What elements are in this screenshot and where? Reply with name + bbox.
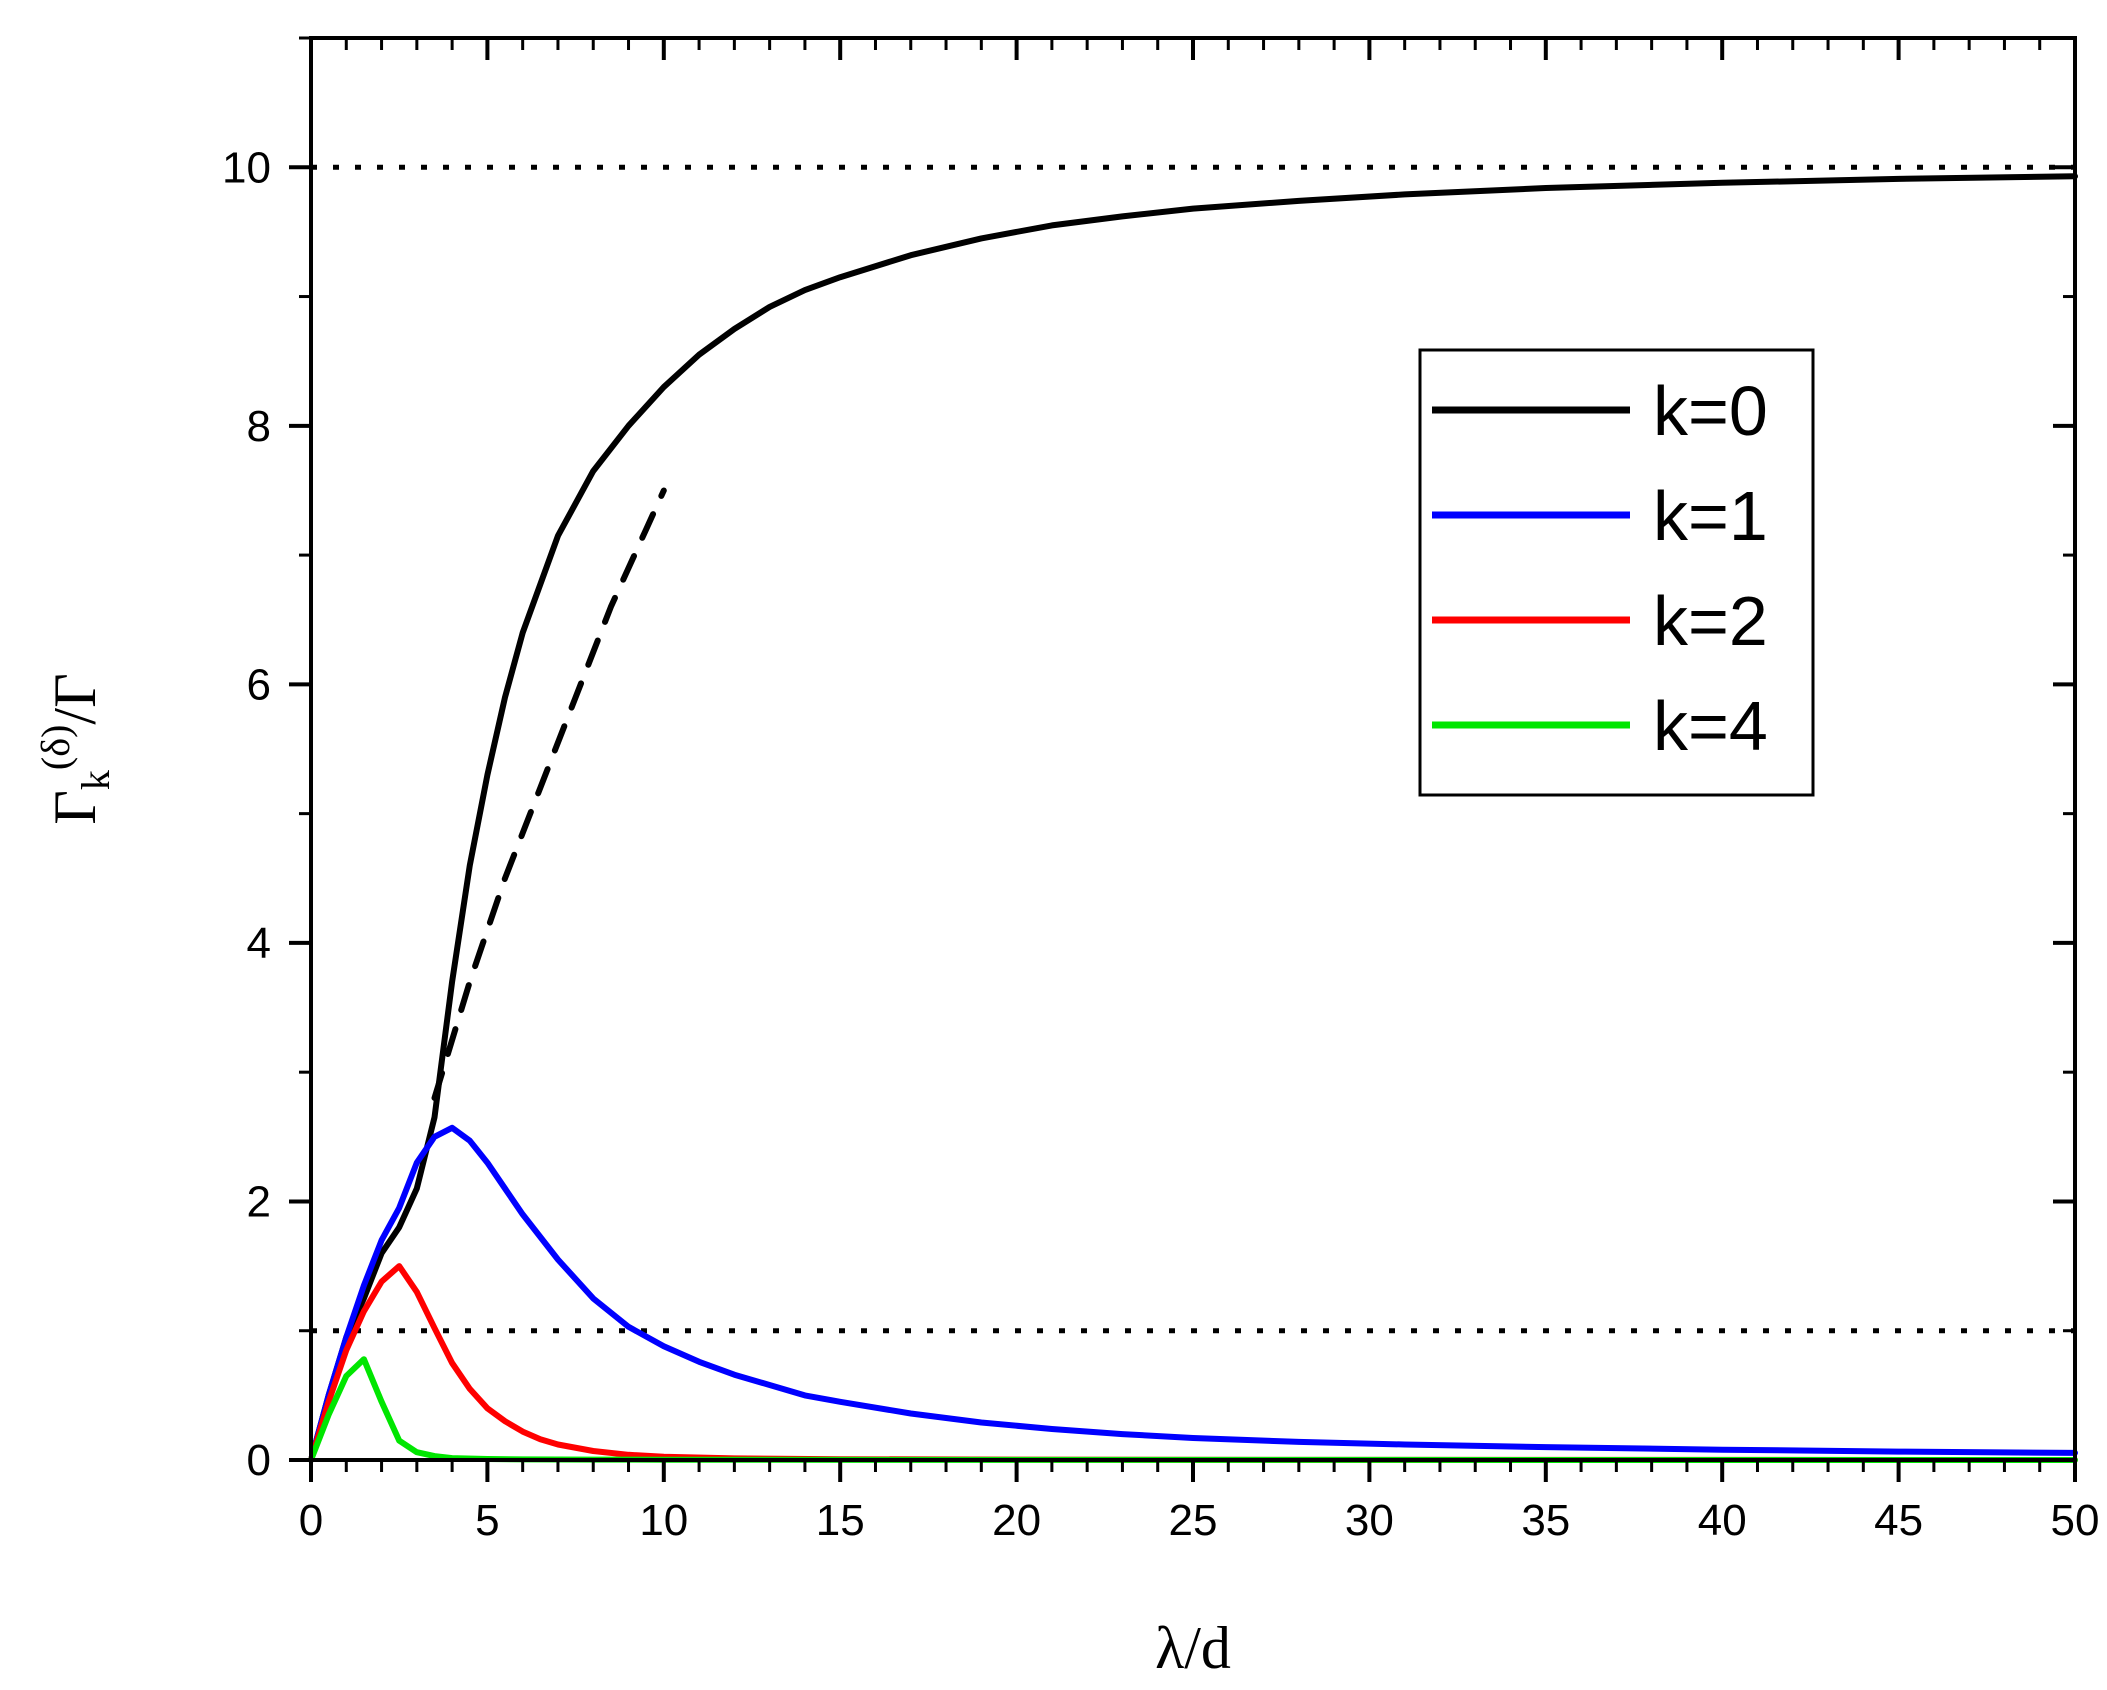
- y-axis-title-text: Γk(δ)/Γ: [33, 673, 118, 825]
- x-axis-title: λ/d: [1155, 1615, 1231, 1681]
- y-axis-title-sub: k: [73, 770, 118, 790]
- y-tick-labels: 0 2 4 6 8 10: [222, 143, 271, 1485]
- legend: k=0 k=1 k=2 k=4: [1418, 348, 1815, 797]
- x-tick-label-5: 25: [1169, 1496, 1218, 1545]
- legend-label-0: k=0: [1653, 372, 1768, 450]
- x-tick-label-1: 5: [475, 1496, 499, 1545]
- x-tick-label-10: 50: [2051, 1496, 2100, 1545]
- series-line-1: [431, 487, 667, 1101]
- ticks: [289, 36, 2077, 1482]
- y-tick-label-4: 8: [247, 402, 271, 451]
- y-axis-title-tail: /Γ: [42, 673, 108, 724]
- y-tick-label-5: 10: [222, 143, 271, 192]
- reference-lines: [311, 164, 2075, 1334]
- x-tick-label-4: 20: [992, 1496, 1041, 1545]
- y-tick-label-2: 4: [247, 919, 271, 968]
- series-line-2: [308, 1124, 2078, 1463]
- legend-label-3: k=4: [1653, 687, 1768, 765]
- x-tick-label-2: 10: [639, 1496, 688, 1545]
- legend-label-2: k=2: [1653, 582, 1768, 660]
- x-tick-labels: 0 5 10 15 20 25 30 35 40 45 50: [299, 1496, 2100, 1545]
- x-tick-label-7: 35: [1521, 1496, 1570, 1545]
- x-tick-label-3: 15: [816, 1496, 865, 1545]
- y-axis-title-main: Γ: [42, 790, 108, 825]
- x-tick-label-8: 40: [1698, 1496, 1747, 1545]
- x-tick-label-6: 30: [1345, 1496, 1394, 1545]
- x-tick-label-9: 45: [1874, 1496, 1923, 1545]
- legend-box: [1418, 348, 1815, 797]
- y-axis-title-sup: (δ): [33, 725, 78, 771]
- series-line-0: [308, 173, 2078, 1463]
- y-tick-label-3: 6: [247, 660, 271, 709]
- y-tick-label-1: 2: [247, 1177, 271, 1226]
- x-tick-label-0: 0: [299, 1496, 323, 1545]
- y-axis-title: Γk(δ)/Γ: [33, 673, 118, 825]
- y-tick-label-0: 0: [247, 1436, 271, 1485]
- legend-label-1: k=1: [1653, 477, 1768, 555]
